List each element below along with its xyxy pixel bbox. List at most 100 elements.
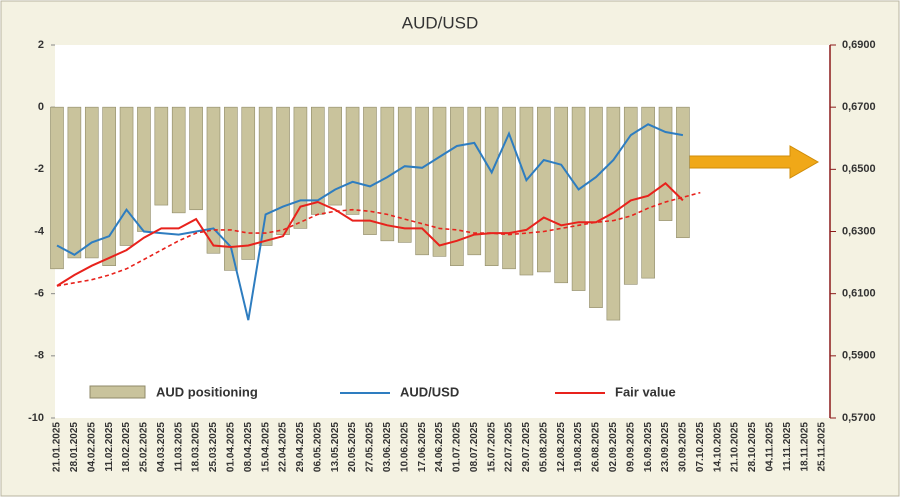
x-tick-label: 26.08.2025 bbox=[591, 422, 602, 472]
bar bbox=[519, 106, 534, 276]
x-tick-label: 25.11.2025 bbox=[817, 422, 828, 472]
y2-tick-label: 0,6700 bbox=[842, 101, 876, 113]
y-tick-label: -8 bbox=[34, 350, 44, 362]
y2-tick-label: 0,5900 bbox=[842, 350, 876, 362]
y-tick-label: -6 bbox=[34, 288, 44, 300]
bar bbox=[571, 106, 586, 291]
x-tick-label: 21.01.2025 bbox=[52, 422, 63, 472]
y-tick-label: -4 bbox=[34, 225, 45, 237]
bar bbox=[258, 106, 273, 246]
x-tick-label: 01.07.2025 bbox=[452, 422, 463, 472]
bar bbox=[102, 106, 116, 266]
bar bbox=[397, 106, 412, 243]
x-tick-label: 13.05.2025 bbox=[330, 422, 341, 472]
bar bbox=[224, 106, 238, 271]
x-tick-label: 08.07.2025 bbox=[469, 422, 480, 472]
bar bbox=[206, 106, 221, 254]
x-tick-label: 11.03.2025 bbox=[173, 422, 184, 472]
x-tick-label: 05.08.2025 bbox=[538, 422, 549, 472]
bar bbox=[623, 106, 638, 285]
bar bbox=[119, 106, 134, 246]
x-tick-label: 02.09.2025 bbox=[608, 422, 619, 472]
bar bbox=[50, 106, 64, 270]
legend-label: AUD positioning bbox=[156, 384, 258, 399]
x-tick-label: 21.10.2025 bbox=[730, 422, 741, 472]
x-tick-label: 29.07.2025 bbox=[521, 422, 532, 472]
arrow bbox=[687, 145, 820, 179]
y-tick-label: 0 bbox=[38, 101, 44, 113]
x-tick-label: 22.04.2025 bbox=[278, 422, 289, 472]
bar bbox=[328, 106, 342, 206]
bar bbox=[84, 106, 99, 259]
x-tick-label: 06.05.2025 bbox=[312, 422, 323, 472]
line bbox=[56, 123, 684, 321]
y2-tick-label: 0,6300 bbox=[842, 225, 876, 237]
bar bbox=[502, 106, 516, 270]
bar bbox=[537, 106, 551, 273]
bar bbox=[189, 106, 203, 211]
chart-title: AUD/USD bbox=[402, 13, 479, 32]
bar bbox=[484, 106, 499, 266]
x-tick-label: 11.11.2025 bbox=[782, 422, 793, 471]
x-tick-label: 27.05.2025 bbox=[365, 422, 376, 472]
y2-tick-label: 0,5700 bbox=[842, 412, 876, 424]
x-tick-label: 03.06.2025 bbox=[382, 422, 393, 472]
bar bbox=[432, 106, 447, 257]
x-tick-label: 25.02.2025 bbox=[139, 422, 150, 472]
x-tick-label: 10.06.2025 bbox=[399, 422, 410, 472]
x-tick-label: 12.08.2025 bbox=[556, 422, 567, 472]
x-tick-label: 22.07.2025 bbox=[504, 422, 515, 472]
x-tick-label: 04.02.2025 bbox=[86, 422, 97, 472]
bar bbox=[137, 106, 151, 232]
legend: AUD positioning AUD/USD Fair value bbox=[89, 384, 676, 399]
x-tick-label: 19.08.2025 bbox=[573, 422, 584, 472]
line bbox=[56, 181, 684, 287]
y2-tick-label: 0,6100 bbox=[842, 288, 876, 300]
legend-label: Fair value bbox=[615, 384, 676, 399]
x-tick-label: 11.02.2025 bbox=[104, 422, 115, 472]
x-tick-label: 08.04.2025 bbox=[243, 422, 254, 472]
bar bbox=[241, 106, 256, 260]
legend-label: AUD/USD bbox=[400, 384, 459, 399]
bar bbox=[450, 106, 464, 266]
bar bbox=[589, 106, 603, 308]
x-tick-label: 04.11.2025 bbox=[764, 422, 775, 472]
x-tick-label: 29.04.2025 bbox=[295, 422, 306, 472]
x-tick-label: 14.10.2025 bbox=[712, 422, 723, 472]
x-tick-label: 30.09.2025 bbox=[678, 422, 689, 472]
x-tick-label: 15.07.2025 bbox=[486, 422, 497, 472]
bar bbox=[641, 106, 655, 279]
bar bbox=[276, 106, 290, 235]
x-tick-label: 23.09.2025 bbox=[660, 422, 671, 472]
bar bbox=[154, 106, 169, 206]
x-tick-label: 16.09.2025 bbox=[643, 422, 654, 472]
x-tick-label: 09.09.2025 bbox=[625, 422, 636, 472]
y2-tick-label: 0,6500 bbox=[842, 163, 876, 175]
x-tick-label: 28.10.2025 bbox=[747, 422, 758, 472]
x-tick-label: 15.04.2025 bbox=[260, 422, 271, 472]
bar bbox=[293, 106, 308, 229]
bar bbox=[345, 106, 360, 215]
y-tick-label: -2 bbox=[34, 163, 44, 175]
bar bbox=[415, 106, 429, 256]
bar bbox=[67, 106, 82, 259]
x-tick-label: 07.10.2025 bbox=[695, 422, 706, 472]
x-tick-label: 25.03.2025 bbox=[208, 422, 219, 472]
x-tick-label: 01.04.2025 bbox=[226, 422, 237, 472]
x-tick-label: 24.06.2025 bbox=[434, 422, 445, 472]
y-tick-label: -10 bbox=[28, 412, 44, 424]
x-tick-label: 04.03.2025 bbox=[156, 422, 167, 472]
bar bbox=[554, 106, 569, 284]
y-tick-label: 2 bbox=[38, 39, 44, 51]
x-tick-label: 17.06.2025 bbox=[417, 422, 428, 472]
bar bbox=[171, 106, 186, 214]
x-tick-label: 18.03.2025 bbox=[191, 422, 202, 472]
trend-line bbox=[56, 191, 701, 287]
legend-swatch bbox=[89, 385, 146, 399]
x-tick-label: 20.05.2025 bbox=[347, 422, 358, 472]
bar bbox=[676, 106, 690, 239]
y2-tick-label: 0,6900 bbox=[842, 39, 876, 51]
x-tick-label: 28.01.2025 bbox=[69, 422, 80, 472]
bar bbox=[658, 106, 673, 221]
